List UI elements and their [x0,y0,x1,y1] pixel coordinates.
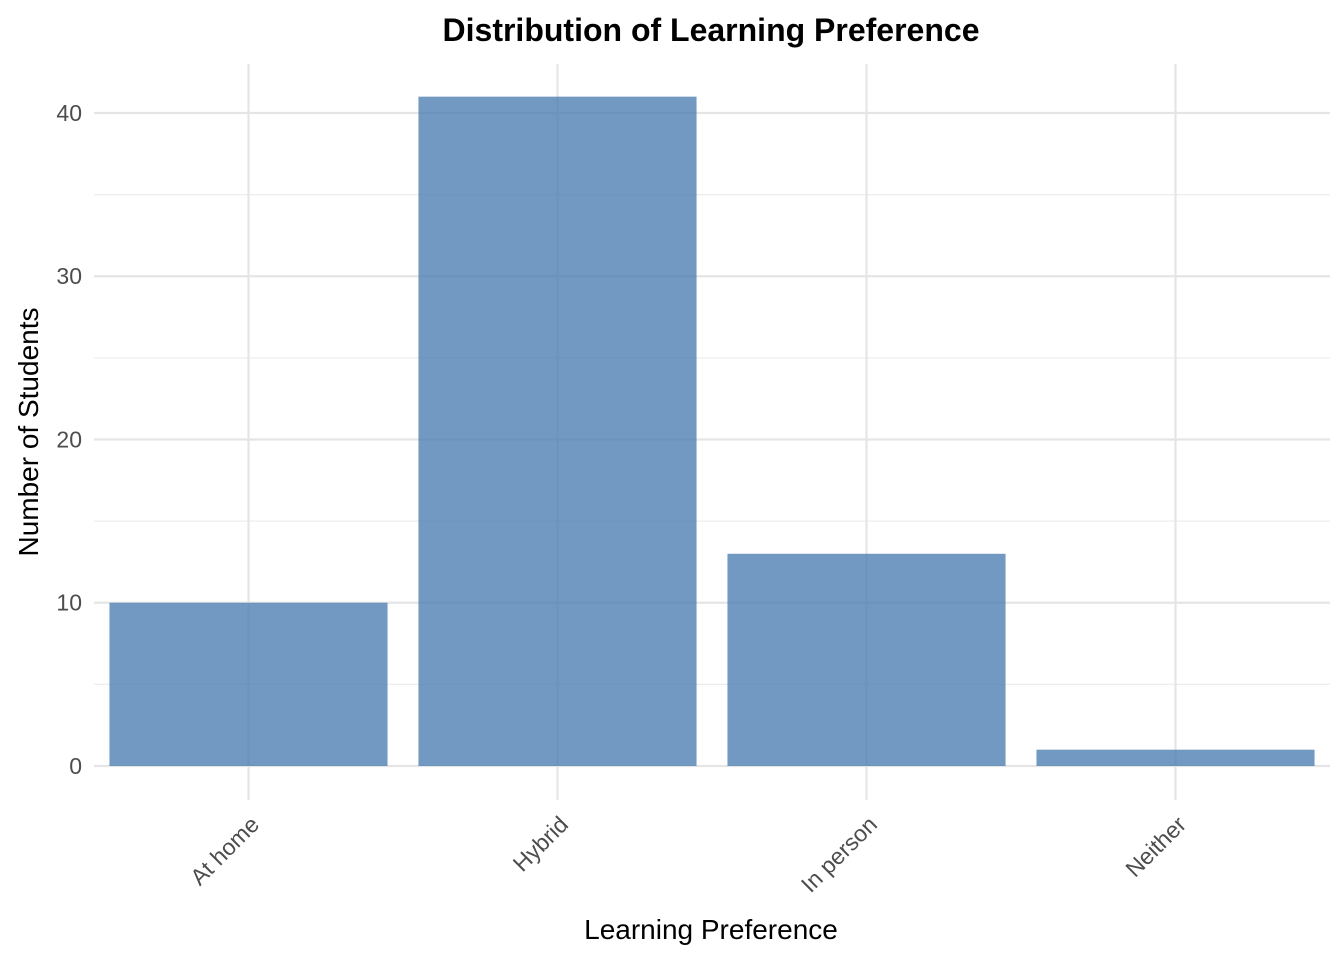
bar-neither [1036,749,1315,766]
bar-at-home [109,602,388,766]
y-tick-label: 0 [69,753,82,779]
x-tick-label: At home [185,811,264,890]
minor-gridlines [94,194,1330,685]
x-axis-ticks: At home Hybrid In person Neither [185,811,1191,897]
x-axis-title: Learning Preference [584,914,838,945]
chart-title: Distribution of Learning Preference [443,12,980,48]
y-tick-label: 10 [56,590,82,616]
y-tick-label: 30 [56,263,82,289]
x-tick-label: Neither [1120,811,1191,882]
y-tick-label: 20 [56,426,82,452]
y-axis-ticks: 0 10 20 30 40 [56,100,82,779]
bar-in-person [727,553,1006,766]
bar-hybrid [418,96,697,766]
y-tick-label: 40 [56,100,82,126]
x-tick-label: In person [796,811,882,897]
bars [109,96,1315,766]
x-tick-label: Hybrid [508,811,573,876]
y-axis-title: Number of Students [13,307,44,556]
